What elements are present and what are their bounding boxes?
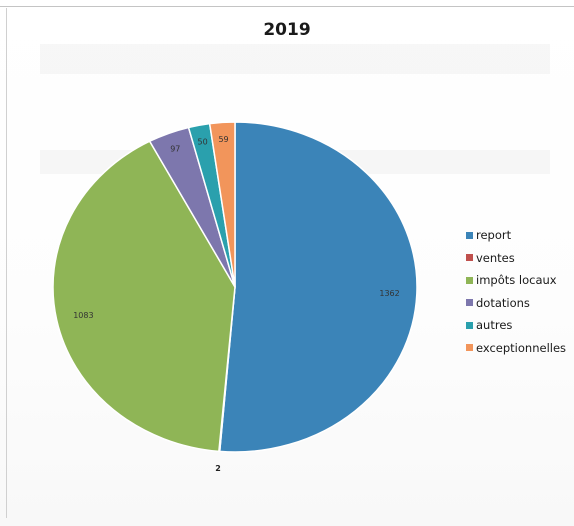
legend-swatch [466, 231, 473, 239]
chart-legend: report ventes impôts locaux dotations autres… [466, 224, 566, 359]
legend-item: autres [466, 314, 566, 337]
slice-value-label: 1083 [73, 311, 93, 320]
slice-value-label: 2 [215, 464, 221, 473]
legend-swatch [466, 276, 473, 284]
legend-label: ventes [476, 250, 515, 265]
legend-swatch [466, 321, 473, 329]
legend-item: ventes [466, 247, 566, 270]
pie-slice-exceptionnelles [208, 121, 236, 288]
legend-label: autres [476, 318, 513, 333]
legend-swatch [466, 299, 473, 307]
pie-labels: 1362 2 1083 97 50 59 [73, 135, 400, 473]
legend-item: report [466, 224, 566, 247]
legend-label: report [476, 228, 512, 243]
legend-label: exceptionnelles [476, 340, 567, 355]
legend-label: dotations [476, 295, 530, 310]
frame-border [6, 8, 7, 518]
legend-item: impôts locaux [466, 269, 566, 292]
scan-artifact [40, 44, 550, 74]
chart-title: 2019 [263, 20, 311, 40]
slice-value-label: 1362 [379, 289, 399, 298]
legend-swatch [466, 344, 473, 352]
scan-edge-line [0, 6, 574, 7]
slice-value-label: 50 [198, 137, 208, 146]
legend-item: dotations [466, 292, 566, 315]
pie-slice-imp-ts-locaux [52, 140, 236, 453]
slice-value-label: 59 [218, 135, 228, 144]
legend-label: impôts locaux [476, 273, 557, 288]
pie-slices [52, 121, 418, 453]
legend-item: exceptionnelles [466, 337, 566, 360]
slice-value-label: 97 [170, 145, 180, 154]
pie-slice-report [218, 121, 418, 453]
legend-swatch [466, 254, 473, 262]
